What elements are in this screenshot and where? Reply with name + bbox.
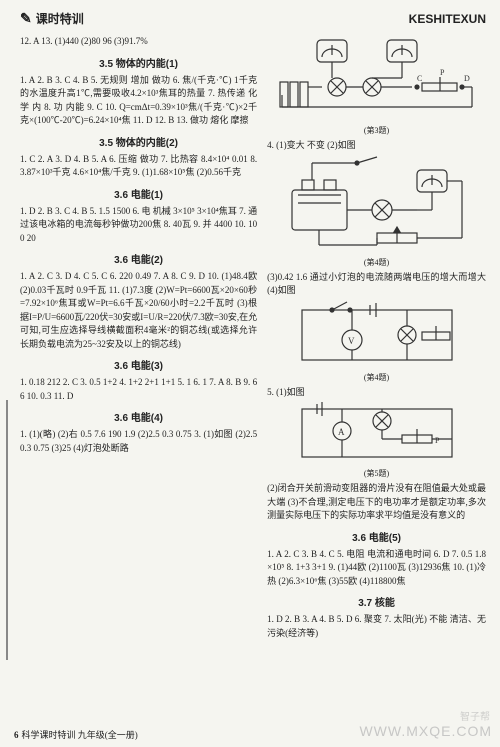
brand: ✎ 课时特训 — [20, 10, 84, 27]
figure-3-diagram: C P D — [272, 37, 482, 123]
figure-4a-caption: (第4题) — [267, 257, 486, 268]
figure-4b-caption: (第4题) — [267, 372, 486, 383]
line-12: 12. A 13. (1)440 (2)80 96 (3)91.7% — [20, 35, 257, 49]
figure-4a-diagram — [272, 155, 482, 255]
svg-text:P: P — [440, 68, 445, 77]
section-3-6-2: 1. A 2. C 3. D 4. C 5. C 6. 220 0.49 7. … — [20, 270, 257, 351]
section-3-6-1: 1. D 2. B 3. C 4. B 5. 1.5 1500 6. 电 机械 … — [20, 205, 257, 246]
page-header: ✎ 课时特训 KESHITEXUN — [20, 10, 486, 27]
svg-text:C: C — [417, 74, 422, 83]
section-3-6-1-title: 3.6 电能(1) — [20, 186, 257, 201]
section-3-6-4: 1. (1)(略) (2)右 0.5 7.6 190 1.9 (2)2.5 0.… — [20, 428, 257, 455]
section-3-5-2-title: 3.5 物体的内能(2) — [20, 134, 257, 149]
figure-5-caption: (第5题) — [267, 468, 486, 479]
section-3-7: 1. D 2. B 3. A 4. B 5. D 6. 聚变 7. 太阳(光) … — [267, 613, 486, 640]
q4-a: 4. (1)变大 不变 (2)如图 — [267, 139, 486, 153]
section-3-5-1-title: 3.5 物体的内能(1) — [20, 55, 257, 70]
figure-4b-diagram: V — [292, 300, 462, 370]
section-3-6-5: 1. A 2. C 3. B 4. C 5. 电阻 电流和通电时间 6. D 7… — [267, 548, 486, 589]
section-3-5-1: 1. A 2. B 3. C 4. B 5. 无规则 增加 做功 6. 焦/(千… — [20, 74, 257, 128]
q5-b: (2)闭合开关前滑动变阻器的滑片没有在阻值最大处或最大端 (3)不合理,测定电压… — [267, 482, 486, 523]
figure-3-caption: (第3题) — [267, 125, 486, 136]
section-3-6-5-title: 3.6 电能(5) — [267, 529, 486, 544]
figure-5-diagram: A P — [292, 401, 462, 466]
footer-text: 科学课时特训 九年级(全一册) — [22, 728, 138, 741]
header-right: KESHITEXUN — [409, 12, 486, 26]
pencil-icon: ✎ — [20, 10, 32, 27]
page-footer: 6 科学课时特训 九年级(全一册) — [14, 728, 138, 741]
q4-b: (3)0.42 1.6 通过小灯泡的电流随两端电压的增大而增大 (4)如图 — [267, 271, 486, 298]
section-3-6-3: 1. 0.18 212 2. C 3. 0.5 1+2 4. 1+2 2+1 1… — [20, 376, 257, 403]
watermark-bottom: WWW.MXQE.COM — [359, 723, 492, 739]
section-3-7-title: 3.7 核能 — [267, 594, 486, 609]
svg-text:D: D — [464, 74, 470, 83]
svg-text:V: V — [348, 336, 355, 346]
watermark-top: 智子帮 — [460, 708, 490, 723]
side-rule — [6, 400, 8, 660]
section-3-5-2: 1. C 2. A 3. D 4. B 5. A 6. 压缩 做功 7. 比热容… — [20, 153, 257, 180]
q5-a: 5. (1)如图 — [267, 386, 486, 400]
section-3-6-3-title: 3.6 电能(3) — [20, 357, 257, 372]
section-3-6-2-title: 3.6 电能(2) — [20, 251, 257, 266]
brand-text: 课时特训 — [36, 10, 84, 27]
page-number: 6 — [14, 730, 19, 740]
svg-text:P: P — [435, 436, 440, 445]
svg-text:A: A — [338, 427, 345, 437]
section-3-6-4-title: 3.6 电能(4) — [20, 409, 257, 424]
